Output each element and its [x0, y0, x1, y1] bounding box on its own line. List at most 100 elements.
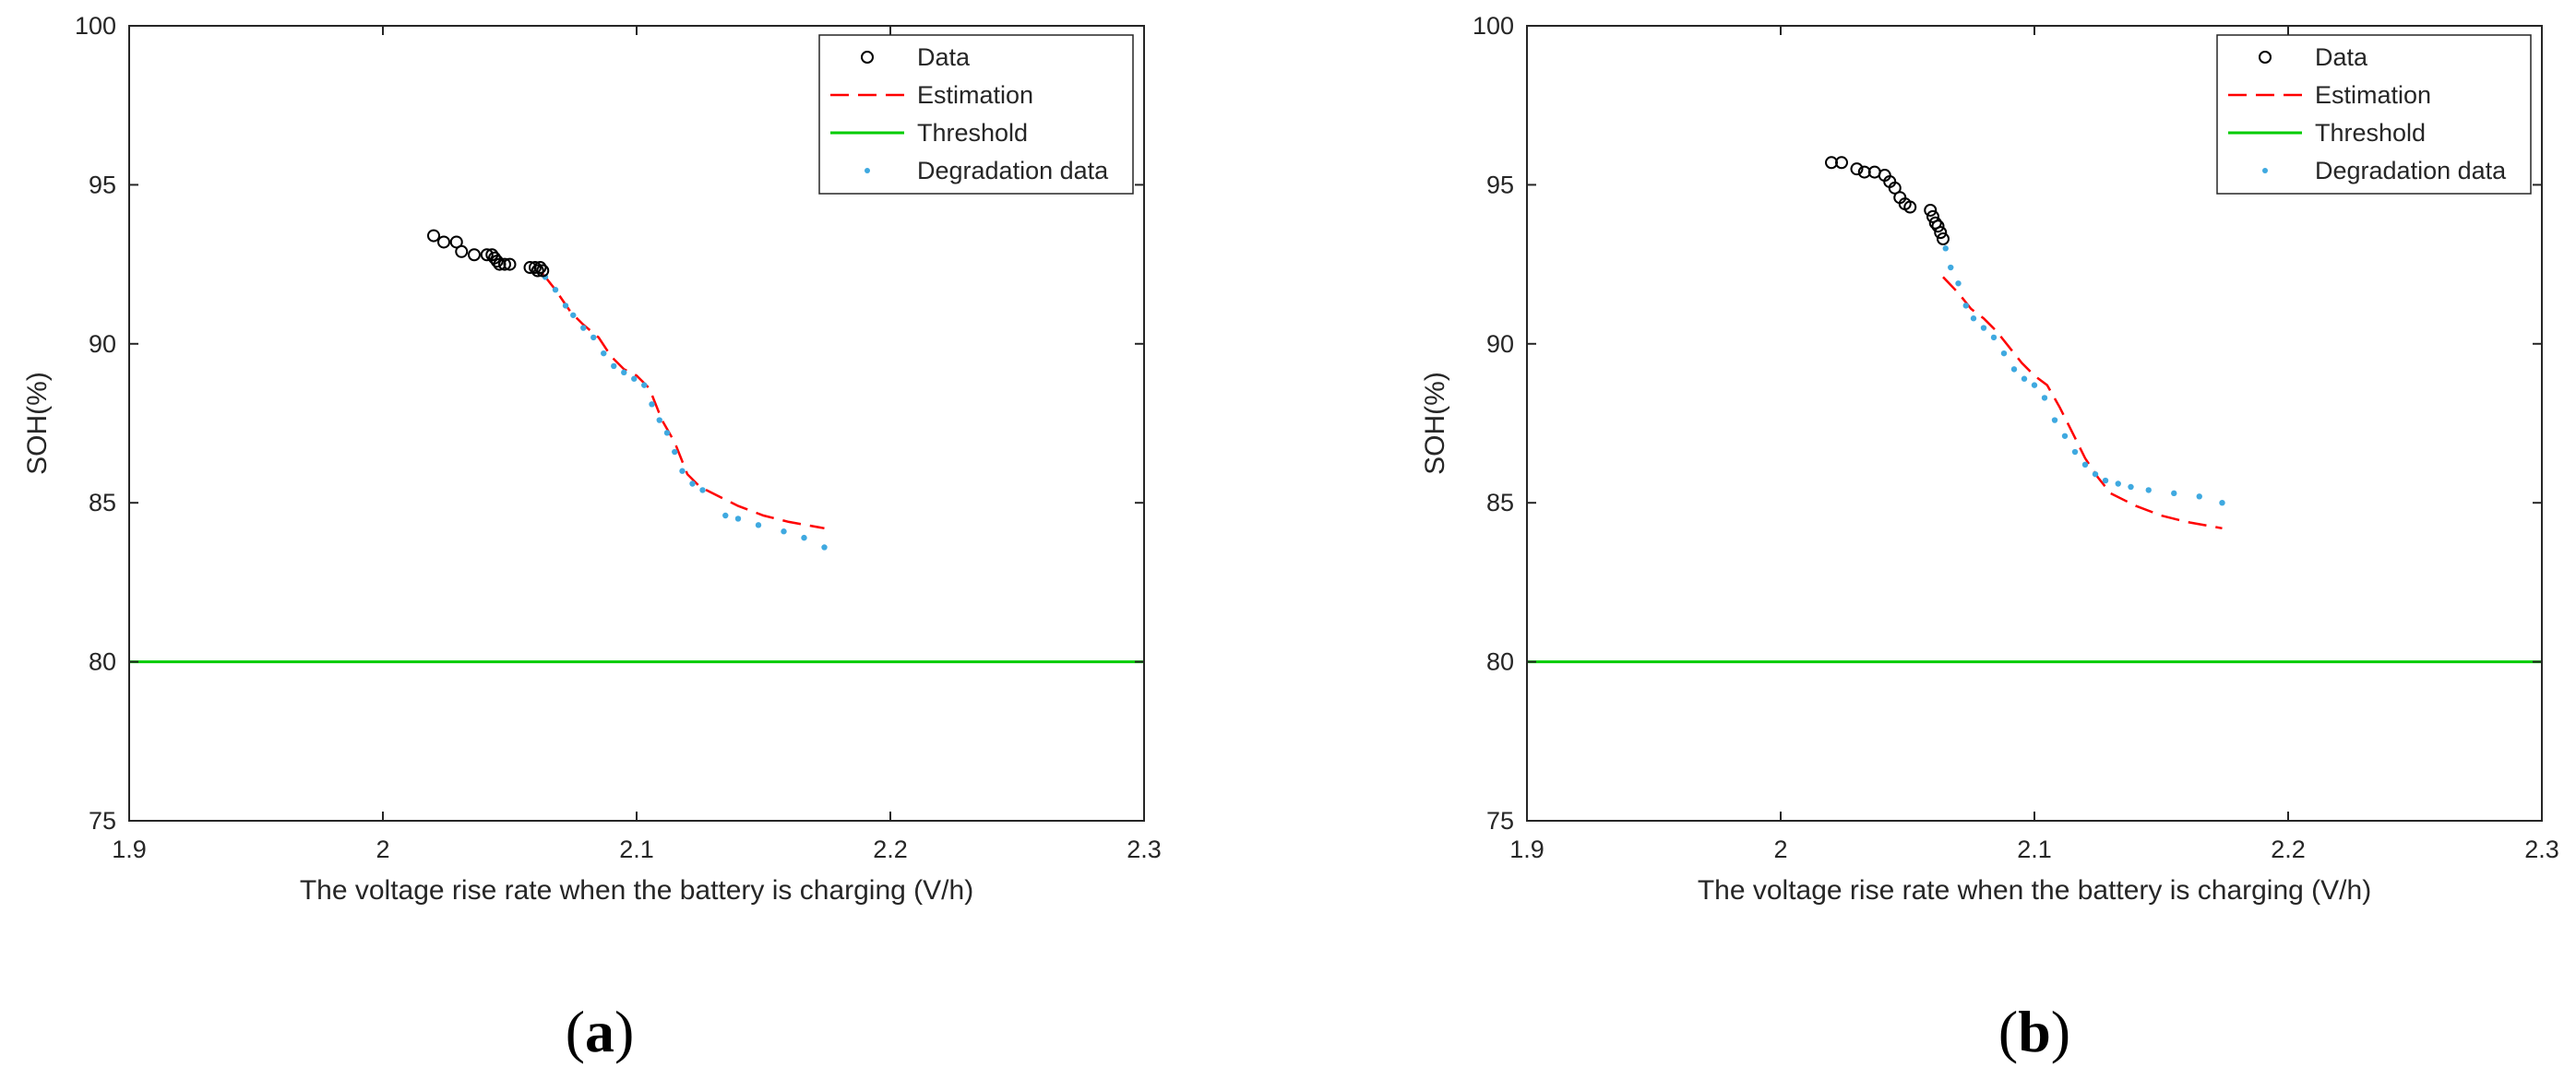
- degradation-point: [663, 430, 671, 436]
- data-point: [490, 255, 504, 268]
- legend-degradation-marker: [2262, 168, 2268, 173]
- data-point: [533, 261, 547, 275]
- legend-data-marker: [861, 51, 874, 64]
- x-tick-label: 1.9: [1509, 836, 1544, 863]
- x-tick-label: 2.1: [619, 836, 654, 863]
- data-point: [1931, 219, 1945, 233]
- degradation-point: [699, 487, 706, 493]
- y-tick-label: 85: [1486, 489, 1514, 516]
- data-point: [437, 235, 450, 249]
- data-point: [1888, 181, 1902, 195]
- data-point: [531, 264, 544, 278]
- degradation-point: [2071, 448, 2079, 456]
- data-point: [529, 261, 542, 275]
- y-tick-label: 80: [1486, 648, 1514, 676]
- degradation-point: [1990, 334, 1998, 341]
- degradation-point: [2102, 477, 2109, 484]
- data-point: [468, 248, 481, 262]
- degradation-point: [1970, 315, 1977, 322]
- y-tick-label: 100: [1473, 12, 1514, 40]
- degradation-point: [2061, 433, 2069, 439]
- degradation-point: [2081, 461, 2089, 468]
- x-tick-label: 2: [376, 836, 389, 863]
- degradation-point: [601, 350, 607, 357]
- degradation-point: [2219, 500, 2225, 506]
- degradation-point: [821, 544, 828, 551]
- data-point: [427, 229, 440, 243]
- x-tick-label: 2.2: [873, 836, 908, 863]
- degradation-point: [590, 334, 597, 341]
- degradation-point: [562, 302, 569, 309]
- y-tick-label: 75: [89, 807, 116, 835]
- degradation-point: [2051, 417, 2058, 423]
- degradation-point: [621, 369, 627, 376]
- legend-label: Data: [917, 43, 971, 71]
- x-tick-label: 2: [1773, 836, 1787, 863]
- data-point: [503, 257, 517, 271]
- legend-data-marker: [2259, 51, 2272, 64]
- estimation-line: [542, 273, 825, 530]
- legend-label: Estimation: [917, 81, 1033, 109]
- legend: Data Estimation Threshold Degradation data: [818, 34, 1134, 195]
- degradation-point: [1955, 280, 1962, 287]
- data-point: [1835, 156, 1848, 170]
- y-tick-label: 90: [89, 330, 116, 358]
- degradation-point: [656, 417, 662, 423]
- y-axis-label: SOH(%): [1420, 372, 1450, 475]
- degradation-point: [2196, 493, 2202, 500]
- degradation-point: [1948, 264, 1954, 271]
- data-point: [1934, 226, 1948, 240]
- legend-label: Degradation data: [2315, 157, 2507, 184]
- data-point: [1926, 209, 1939, 223]
- y-tick-label: 80: [89, 648, 116, 676]
- degradation-point: [2145, 487, 2152, 493]
- y-tick-label: 95: [89, 171, 116, 198]
- degradation-point: [649, 401, 655, 408]
- degradation-point: [1962, 302, 1969, 309]
- legend-label: Data: [2315, 43, 2368, 71]
- degradation-point: [734, 516, 742, 522]
- degradation-point: [672, 448, 678, 456]
- chart-panel-b: 1.9 2 2.1 2.2 2.3 75 80 85 90 95 100 The voltage ri…: [1420, 12, 2559, 906]
- y-tick-label: 95: [1486, 171, 1514, 198]
- degradation-point: [2021, 375, 2028, 382]
- legend-label: Threshold: [2315, 119, 2426, 147]
- y-tick-label: 90: [1486, 330, 1514, 358]
- y-axis-label: SOH(%): [22, 372, 53, 475]
- x-tick-label: 1.9: [112, 836, 147, 863]
- degradation-point: [689, 480, 696, 487]
- x-tick-label: 2.3: [2524, 836, 2559, 863]
- y-tick-label: 100: [75, 12, 116, 40]
- data-point: [449, 235, 463, 249]
- data-point: [536, 264, 550, 278]
- degradation-point: [2115, 480, 2121, 487]
- x-tick-label: 2.2: [2271, 836, 2306, 863]
- degradation-point: [631, 375, 638, 382]
- degradation-point: [2128, 483, 2134, 491]
- degradation-point: [2041, 395, 2048, 401]
- degradation-point: [679, 468, 686, 474]
- y-tick-label: 75: [1486, 807, 1514, 835]
- degradation-point: [2010, 366, 2018, 373]
- estimation-line: [1942, 276, 2223, 530]
- degradation-point: [1942, 245, 1949, 252]
- panel-label: (b): [1998, 999, 2070, 1064]
- y-tick-label: 85: [89, 489, 116, 516]
- degradation-point: [2171, 490, 2177, 497]
- degradation-point: [570, 312, 577, 318]
- degradation-point: [1980, 325, 1987, 331]
- degradation-point: [722, 512, 729, 519]
- degradation-point: [781, 528, 787, 535]
- x-tick-label: 2.3: [1127, 836, 1162, 863]
- x-tick-label: 2.1: [2017, 836, 2052, 863]
- data-point: [1903, 200, 1917, 214]
- legend-label: Threshold: [917, 119, 1028, 147]
- chart-panel-a: 1.9 2 2.1 2.2 2.3 75 80 85 90 95 100 The voltage ri…: [22, 12, 1162, 906]
- data-point: [455, 244, 469, 258]
- legend-degradation-marker: [865, 168, 870, 173]
- degradation-point: [2031, 382, 2038, 388]
- legend: Data Estimation Threshold Degradation data: [2216, 34, 2532, 195]
- degradation-point: [552, 286, 559, 293]
- data-point: [1924, 203, 1938, 217]
